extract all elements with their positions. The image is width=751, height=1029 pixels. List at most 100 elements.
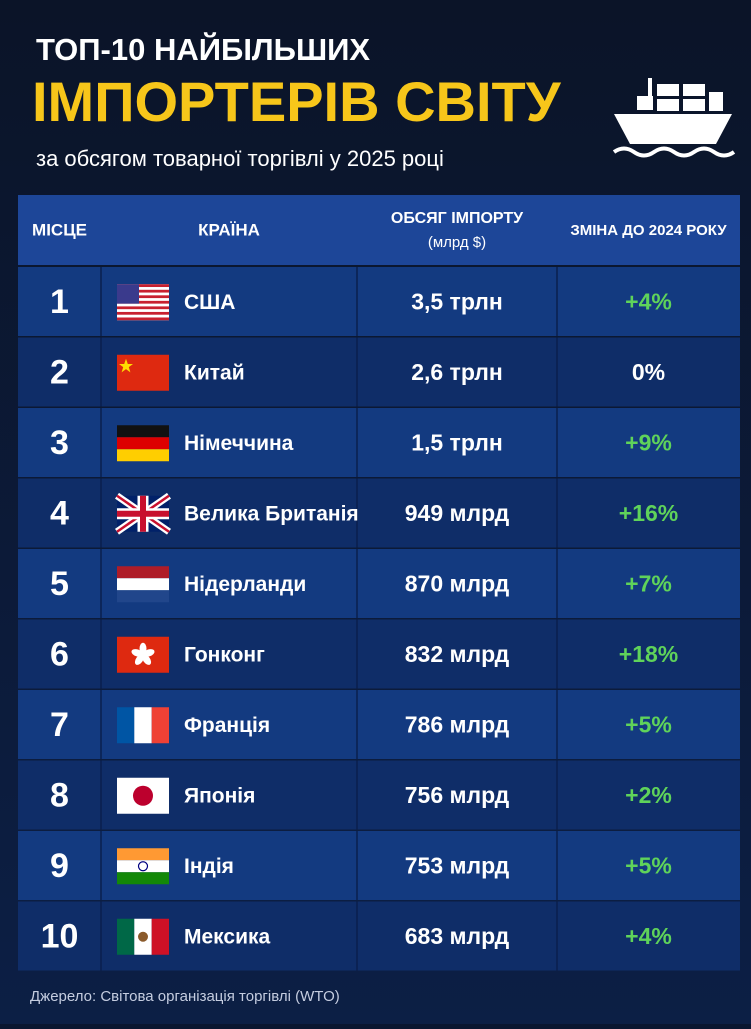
- subtitle: за обсягом товарної торгівлі у 2025 році: [36, 146, 444, 171]
- table-row: 5 Нідерланди 870 млрд +7%: [18, 549, 740, 618]
- column-unit: (млрд $): [428, 234, 486, 251]
- flag-part: [117, 848, 169, 861]
- flag-part: [117, 707, 135, 744]
- flag-part: [117, 295, 169, 299]
- container: [683, 84, 705, 96]
- country: США: [184, 291, 235, 314]
- flag-part: [117, 311, 169, 315]
- country: Гонконг: [184, 643, 265, 666]
- table-row: 2 Китай 2,6 трлн 0%: [18, 337, 740, 407]
- rank: 3: [50, 424, 69, 462]
- flag-part: [151, 707, 169, 744]
- change: +5%: [625, 852, 672, 878]
- flag-part: [117, 566, 169, 579]
- rank: 1: [50, 283, 69, 321]
- change: +9%: [625, 429, 672, 455]
- flag: [115, 492, 171, 535]
- title-line1: ТОП-10 НАЙБІЛЬШИХ: [36, 31, 370, 67]
- source: Джерело: Світова організація торгівлі (W…: [30, 988, 340, 1005]
- flag: [117, 777, 169, 814]
- rank: 10: [41, 918, 79, 956]
- change: +16%: [619, 500, 678, 526]
- flag-part: [117, 425, 169, 438]
- rank: 2: [50, 354, 69, 392]
- column-header: МІСЦЕ: [32, 220, 87, 239]
- rank: 6: [50, 636, 69, 674]
- change: +2%: [625, 782, 672, 808]
- flag: [117, 566, 169, 603]
- change: +4%: [625, 923, 672, 949]
- flag-part: [117, 590, 169, 603]
- flag-part: [119, 358, 133, 373]
- flag: [117, 707, 169, 744]
- table-row: 3 Німеччина 1,5 трлн +9%: [18, 408, 740, 477]
- ship-hull: [614, 114, 732, 144]
- flag-part: [151, 918, 169, 955]
- title-line2: ІМПОРТЕРІВ СВІТУ: [32, 70, 562, 133]
- flag-part: [142, 654, 152, 665]
- flag: [117, 425, 169, 462]
- flag-part: [137, 861, 149, 872]
- country: Велика Британія: [184, 502, 359, 525]
- country: Китай: [184, 361, 245, 384]
- flag-part: [117, 495, 169, 532]
- header-bg: [18, 195, 740, 265]
- country: Мексика: [184, 925, 271, 948]
- flag-part: [134, 654, 144, 665]
- flag-part: [117, 437, 169, 450]
- table-row: 4 Велика Британія 949 млрд +16%: [18, 478, 740, 548]
- table: МІСЦЕ КРАЇНА ОБСЯГ ІМПОРТУ (млрд $) ЗМІНА ДО…: [18, 195, 740, 971]
- column-header: КРАЇНА: [198, 220, 260, 239]
- change: +5%: [625, 711, 672, 737]
- table-row: 7 Франція 786 млрд +5%: [18, 690, 740, 759]
- import-volume: 870 млрд: [405, 570, 510, 596]
- import-volume: 949 млрд: [405, 500, 510, 526]
- country: Франція: [184, 714, 270, 737]
- rank: 4: [50, 495, 69, 533]
- ship-mast: [648, 78, 652, 100]
- country: Нідерланди: [184, 573, 306, 596]
- import-volume: 1,5 трлн: [411, 429, 503, 455]
- import-volume: 756 млрд: [405, 782, 510, 808]
- flag-part: [133, 785, 153, 806]
- flag-part: [117, 860, 169, 873]
- flag-part: [117, 306, 169, 310]
- flag-part: [134, 707, 152, 744]
- country: Японія: [184, 784, 255, 807]
- flag-part: [117, 354, 169, 391]
- flag: [117, 848, 169, 885]
- country: Індія: [184, 855, 234, 878]
- flag-part: [117, 872, 169, 885]
- table-row: 9 Індія 753 млрд +5%: [18, 831, 740, 900]
- import-volume: 786 млрд: [405, 711, 510, 737]
- flag-part: [117, 289, 169, 293]
- table-row: 1 США 3,5 трлн +4%: [18, 267, 740, 336]
- table-row: 8 Японія 756 млрд +2%: [18, 760, 740, 830]
- import-volume: 683 млрд: [405, 923, 510, 949]
- container: [657, 84, 679, 96]
- change: +7%: [625, 570, 672, 596]
- flag: [117, 918, 169, 955]
- rank: 8: [50, 777, 69, 815]
- rank: 7: [50, 706, 69, 744]
- container: [683, 99, 705, 111]
- change: +18%: [619, 641, 678, 667]
- flag: [117, 284, 169, 321]
- table-row: 10 Мексика 683 млрд +4%: [18, 901, 740, 971]
- import-volume: 832 млрд: [405, 641, 510, 667]
- flag: [117, 636, 169, 673]
- flag-part: [117, 284, 169, 288]
- import-volume: 753 млрд: [405, 852, 510, 878]
- import-volume: 2,6 трлн: [411, 359, 503, 385]
- flag: [117, 354, 169, 391]
- flag-part: [117, 317, 169, 321]
- flag-part: [117, 449, 169, 462]
- ship-cabin: [637, 96, 653, 110]
- rank: 9: [50, 847, 69, 885]
- flag-part: [131, 649, 144, 657]
- wave: [612, 146, 736, 158]
- ship-icon: [612, 78, 736, 158]
- column-header: ОБСЯГ ІМПОРТУ: [391, 210, 524, 227]
- flag-part: [117, 300, 169, 304]
- flag-part: [117, 918, 135, 955]
